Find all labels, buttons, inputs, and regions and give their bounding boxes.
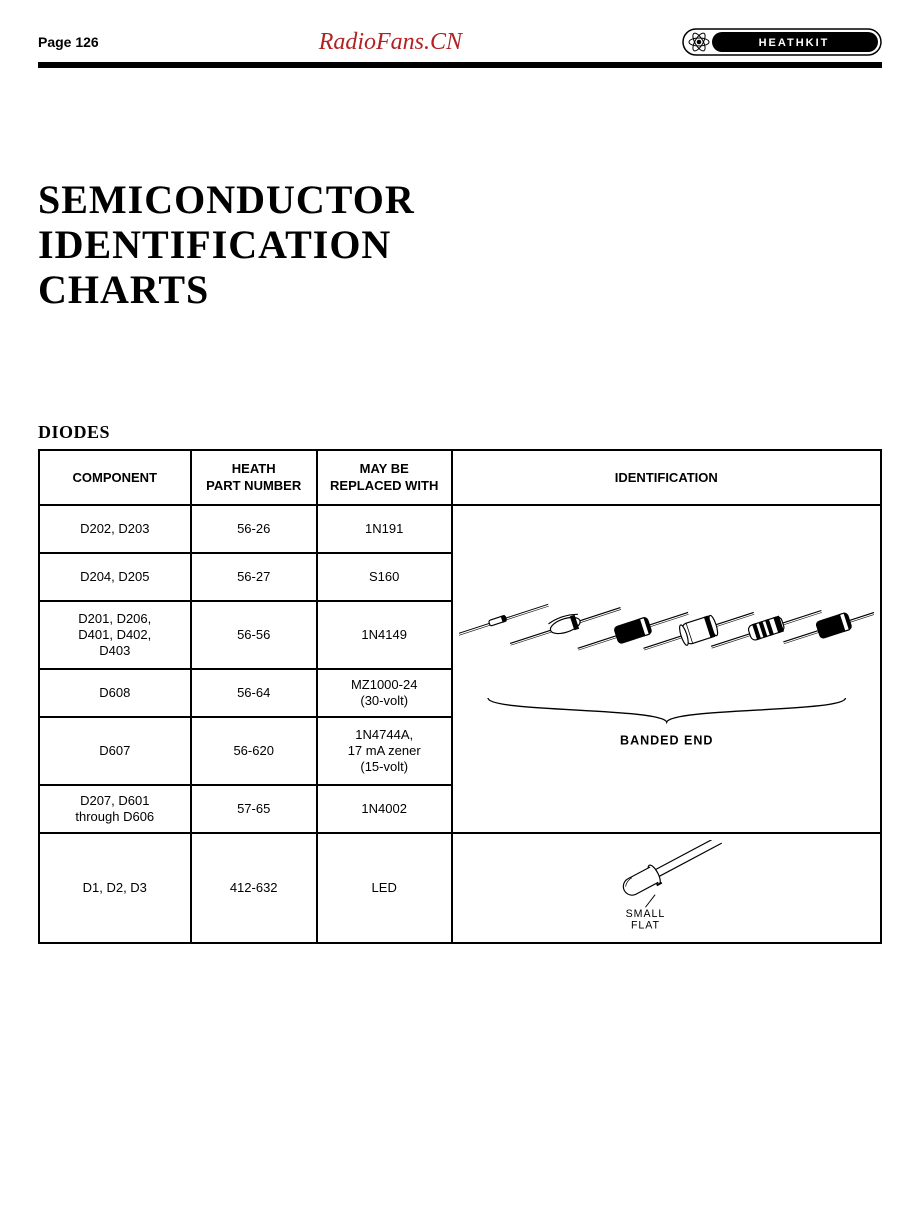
led-annotation-line1: SMALL xyxy=(625,908,665,920)
cell-part: 56-64 xyxy=(191,669,317,717)
identification-led-cell: SMALL FLAT xyxy=(452,833,881,943)
section-heading: DIODES xyxy=(38,422,882,443)
brand-text: HEATHKIT xyxy=(759,37,830,49)
cell-replace: 1N4744A, 17 mA zener (15-volt) xyxy=(317,717,452,785)
col-component: COMPONENT xyxy=(39,450,191,505)
identification-diodes-cell: BANDED END xyxy=(452,505,881,833)
cell-part: 57-65 xyxy=(191,785,317,833)
led-annotation-line2: FLAT xyxy=(631,919,660,931)
cell-part: 412-632 xyxy=(191,833,317,943)
cell-part: 56-27 xyxy=(191,553,317,601)
cell-component: D207, D601 through D606 xyxy=(39,785,191,833)
page-title: SEMICONDUCTOR IDENTIFICATION CHARTS xyxy=(38,178,882,312)
cell-replace: 1N4002 xyxy=(317,785,452,833)
title-line-3: CHARTS xyxy=(38,268,882,313)
cell-replace: S160 xyxy=(317,553,452,601)
watermark-text: RadioFans.CN xyxy=(319,29,462,56)
cell-part: 56-26 xyxy=(191,505,317,553)
brand-badge: HEATHKIT xyxy=(682,28,882,56)
cell-component: D1, D2, D3 xyxy=(39,833,191,943)
cell-component: D204, D205 xyxy=(39,553,191,601)
table-header-row: COMPONENT HEATH PART NUMBER MAY BE REPLA… xyxy=(39,450,881,505)
col-part-text: HEATH PART NUMBER xyxy=(206,461,301,492)
cell-replace: 1N191 xyxy=(317,505,452,553)
cell-component: D202, D203 xyxy=(39,505,191,553)
title-line-1: SEMICONDUCTOR xyxy=(38,178,882,223)
page-number: Page 126 xyxy=(38,34,99,50)
led-illustration: SMALL FLAT xyxy=(459,840,874,932)
diodes-illustration: BANDED END xyxy=(459,512,874,826)
diodes-table: COMPONENT HEATH PART NUMBER MAY BE REPLA… xyxy=(38,449,882,944)
table-row: D202, D203 56-26 1N191 xyxy=(39,505,881,553)
cell-part: 56-620 xyxy=(191,717,317,785)
table-row-led: D1, D2, D3 412-632 LED xyxy=(39,833,881,943)
cell-component: D201, D206, D401, D402, D403 xyxy=(39,601,191,669)
cell-component: D607 xyxy=(39,717,191,785)
col-identification: IDENTIFICATION xyxy=(452,450,881,505)
cell-component: D608 xyxy=(39,669,191,717)
cell-replace: LED xyxy=(317,833,452,943)
page-header: Page 126 RadioFans.CN HEATHKIT xyxy=(38,28,882,56)
cell-replace: MZ1000-24 (30-volt) xyxy=(317,669,452,717)
title-line-2: IDENTIFICATION xyxy=(38,223,882,268)
header-rule xyxy=(38,62,882,68)
col-replace-text: MAY BE REPLACED WITH xyxy=(330,461,438,492)
banded-end-label: BANDED END xyxy=(620,733,713,747)
cell-part: 56-56 xyxy=(191,601,317,669)
col-replace: MAY BE REPLACED WITH xyxy=(317,450,452,505)
col-part: HEATH PART NUMBER xyxy=(191,450,317,505)
cell-replace: 1N4149 xyxy=(317,601,452,669)
